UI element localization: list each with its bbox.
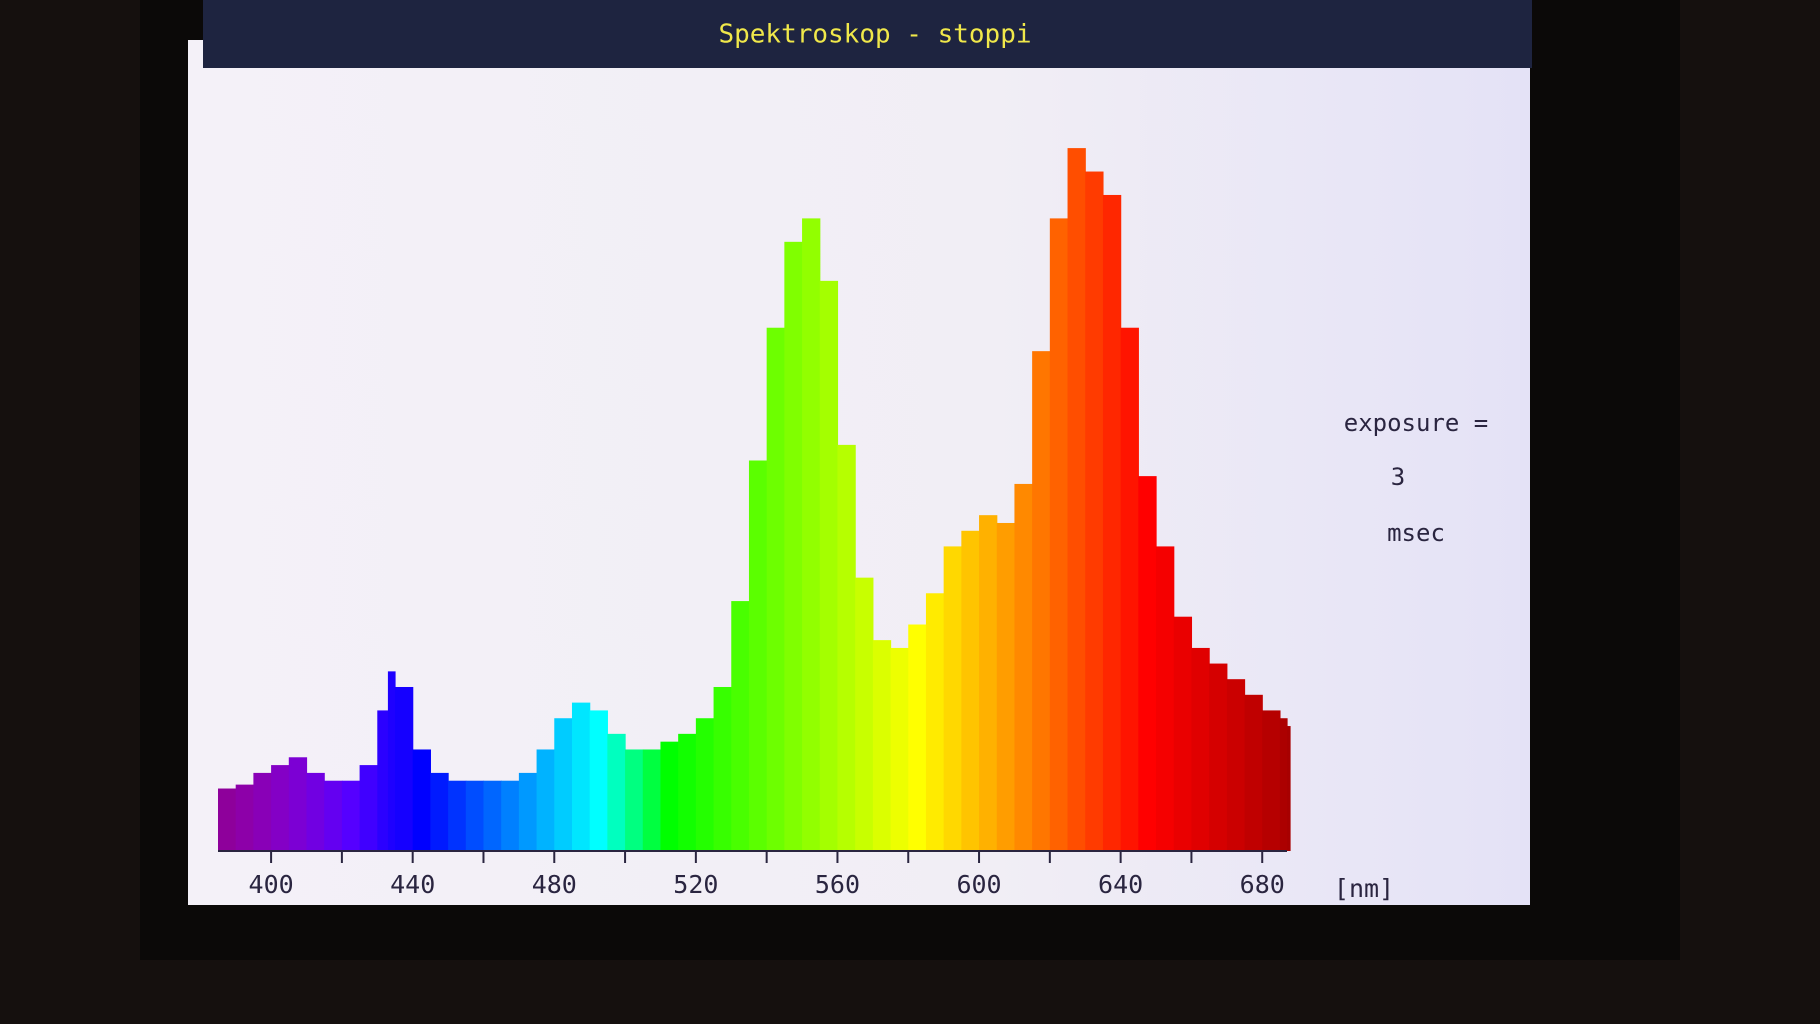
spectrum-bar bbox=[501, 780, 520, 851]
spectrum-bar bbox=[1014, 483, 1033, 851]
spectrum-bar bbox=[872, 640, 892, 851]
spectrum-bar bbox=[1279, 718, 1288, 851]
spectrum-bar bbox=[518, 772, 538, 851]
spectrum-bar bbox=[412, 749, 431, 851]
spectrum-bar bbox=[925, 593, 945, 851]
spectrum-bar bbox=[766, 327, 785, 852]
spectrum-bar bbox=[1085, 171, 1104, 851]
x-tick-label: 560 bbox=[815, 870, 860, 899]
x-tick-label: 640 bbox=[1098, 870, 1143, 899]
spectrum-bar bbox=[253, 772, 272, 851]
spectrum-bar bbox=[855, 577, 874, 851]
spectrum-bar bbox=[394, 686, 414, 851]
spectrum-bar bbox=[890, 647, 909, 851]
spectrum-bar bbox=[1032, 351, 1051, 851]
spectrum-bar bbox=[1067, 148, 1086, 852]
title: Spektroskop - stoppi bbox=[718, 20, 1031, 50]
spectrum-bar bbox=[235, 784, 254, 851]
spectrum-bar bbox=[802, 218, 821, 851]
x-tick-label: 600 bbox=[956, 870, 1001, 899]
x-tick-label: 680 bbox=[1240, 870, 1285, 899]
spectrum-bar bbox=[1262, 710, 1281, 851]
spectrum-bar bbox=[979, 515, 998, 851]
spectrum-bar bbox=[1209, 663, 1228, 851]
spectrum-bar bbox=[943, 546, 962, 851]
spectrum-bar bbox=[1191, 647, 1210, 851]
spectrum-bar bbox=[695, 718, 715, 851]
spectrum-bar bbox=[961, 530, 980, 851]
x-tick-label: 480 bbox=[532, 870, 577, 899]
spectrum-bar bbox=[642, 749, 662, 851]
spectrum-bar bbox=[1138, 476, 1157, 851]
spectrum-bar bbox=[837, 444, 856, 851]
spectrum-bar bbox=[748, 460, 768, 851]
spectrum-bar bbox=[288, 757, 308, 851]
plot: 400 440 480 520 560 600 640 680 bbox=[218, 148, 1291, 899]
spectrum-bar bbox=[430, 772, 449, 851]
spectrum-bar bbox=[589, 710, 608, 851]
spectrum-bar bbox=[359, 765, 378, 851]
spectrum-bar bbox=[625, 749, 644, 851]
spectrum-bar bbox=[996, 522, 1016, 851]
spectrum-bar bbox=[448, 780, 467, 851]
spectrum-bar bbox=[1049, 218, 1069, 851]
x-tick-label: 520 bbox=[673, 870, 718, 899]
spectrum-bar bbox=[1287, 726, 1291, 851]
spectrum-bar bbox=[678, 733, 697, 851]
spectrum-bar bbox=[483, 780, 502, 851]
spectrum-bar bbox=[1173, 616, 1193, 851]
spectrum-bar bbox=[731, 601, 750, 851]
spectrum-bar bbox=[571, 702, 591, 851]
spectrum-bar bbox=[306, 772, 325, 851]
spectrum-bar bbox=[341, 780, 361, 851]
spectrum-bar bbox=[1244, 694, 1263, 851]
spectrum-bar bbox=[218, 788, 237, 851]
spectrum-bar bbox=[1226, 679, 1246, 851]
spectrum-bar bbox=[536, 749, 555, 851]
title-bar bbox=[203, 0, 1532, 68]
spectrum-bar bbox=[908, 624, 927, 851]
x-unit: [nm] bbox=[1334, 874, 1394, 903]
spectrum-bar bbox=[713, 686, 732, 851]
spectrum-bar bbox=[1102, 194, 1122, 851]
spectrum-bar bbox=[324, 780, 343, 851]
spectrum-bar bbox=[387, 671, 396, 851]
spectrum-bar bbox=[1120, 327, 1139, 852]
spectrum-bar bbox=[607, 733, 626, 851]
spectrum-bar bbox=[271, 765, 290, 851]
exposure-value: 3 bbox=[1391, 463, 1405, 491]
spectrum-bar bbox=[465, 780, 485, 851]
exposure-label: exposure = bbox=[1344, 409, 1489, 437]
exposure-unit: msec bbox=[1387, 519, 1445, 547]
spectrum-bar bbox=[377, 710, 389, 851]
x-tick-label: 440 bbox=[390, 870, 435, 899]
spectrum-bar bbox=[554, 718, 573, 851]
spectrum-bar bbox=[660, 741, 679, 851]
spectrum-bar bbox=[1156, 546, 1175, 851]
spectrum-bar bbox=[819, 280, 839, 851]
x-tick-label: 400 bbox=[249, 870, 294, 899]
spectrum-bar bbox=[784, 241, 803, 851]
